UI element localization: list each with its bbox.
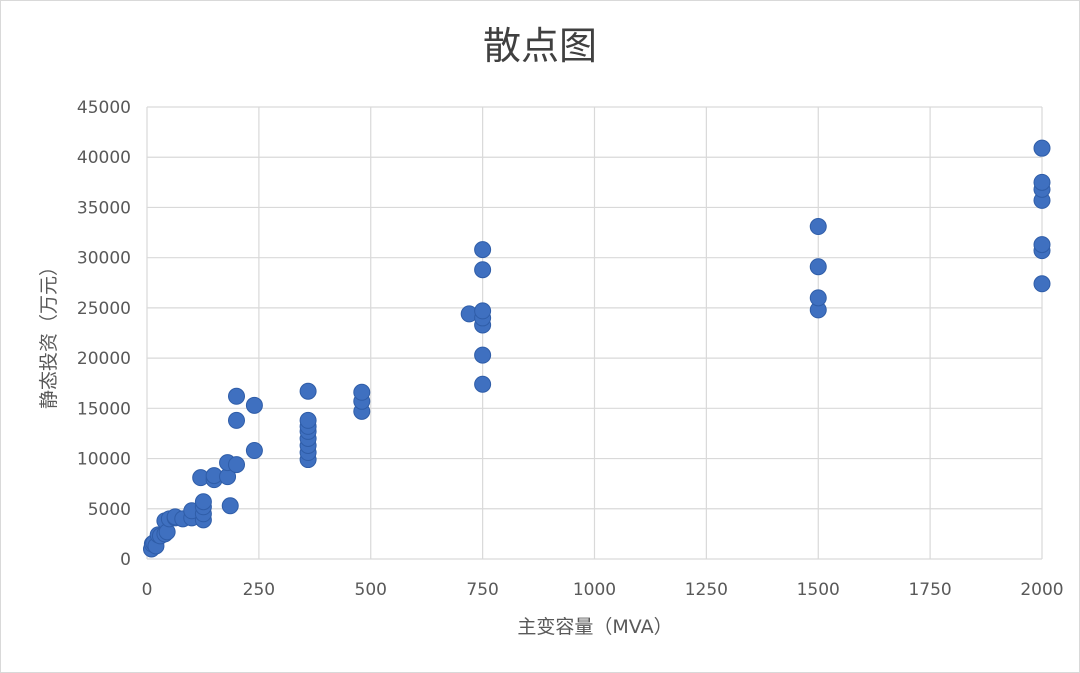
scatter-point bbox=[474, 241, 492, 259]
x-tick-label: 1750 bbox=[908, 580, 951, 600]
y-tick-label: 10000 bbox=[77, 450, 131, 470]
scatter-point bbox=[353, 383, 371, 401]
scatter-point bbox=[474, 302, 492, 320]
x-tick-label: 1250 bbox=[685, 580, 728, 600]
scatter-point bbox=[474, 261, 492, 279]
y-tick-label: 0 bbox=[120, 550, 131, 570]
grid-lines bbox=[146, 106, 1043, 560]
scatter-point bbox=[299, 382, 317, 400]
scatter-point bbox=[221, 497, 239, 515]
scatter-point bbox=[1033, 173, 1051, 191]
x-tick-label: 0 bbox=[142, 580, 153, 600]
data-points bbox=[142, 139, 1051, 558]
scatter-point bbox=[474, 375, 492, 393]
x-axis-ticks: 0 250 500 750 1000 1250 1500 1750 2000 bbox=[142, 580, 1064, 600]
x-tick-label: 2000 bbox=[1020, 580, 1063, 600]
y-tick-label: 40000 bbox=[77, 148, 131, 168]
y-axis-ticks: 0 5000 10000 15000 20000 25000 30000 35000 40000… bbox=[77, 98, 131, 570]
scatter-point bbox=[228, 456, 245, 474]
y-tick-label: 20000 bbox=[77, 349, 131, 369]
scatter-point bbox=[1033, 236, 1051, 254]
scatter-point bbox=[245, 442, 263, 460]
scatter-point bbox=[1033, 139, 1051, 157]
y-tick-label: 45000 bbox=[77, 98, 131, 118]
x-tick-label: 1500 bbox=[797, 580, 840, 600]
x-tick-label: 1000 bbox=[573, 580, 616, 600]
scatter-point bbox=[809, 289, 827, 307]
scatter-point bbox=[1033, 275, 1051, 293]
scatter-point bbox=[474, 346, 492, 364]
y-tick-label: 30000 bbox=[77, 249, 131, 269]
scatter-point bbox=[809, 258, 827, 276]
scatter-point bbox=[245, 396, 263, 414]
y-tick-label: 5000 bbox=[88, 500, 131, 520]
x-tick-label: 500 bbox=[355, 580, 387, 600]
y-tick-label: 25000 bbox=[77, 299, 131, 319]
y-tick-label: 35000 bbox=[77, 198, 131, 218]
scatter-point bbox=[194, 493, 212, 511]
x-tick-label: 750 bbox=[466, 580, 498, 600]
scatter-point bbox=[228, 387, 245, 405]
y-axis-label: 静态投资（万元） bbox=[38, 257, 60, 409]
x-axis-label: 主变容量（MVA） bbox=[517, 616, 672, 638]
scatter-point bbox=[809, 218, 827, 236]
chart-title: 散点图 bbox=[483, 24, 597, 68]
scatter-point bbox=[299, 411, 317, 429]
y-tick-label: 15000 bbox=[77, 399, 131, 419]
x-tick-label: 250 bbox=[243, 580, 275, 600]
scatter-point bbox=[228, 411, 245, 429]
